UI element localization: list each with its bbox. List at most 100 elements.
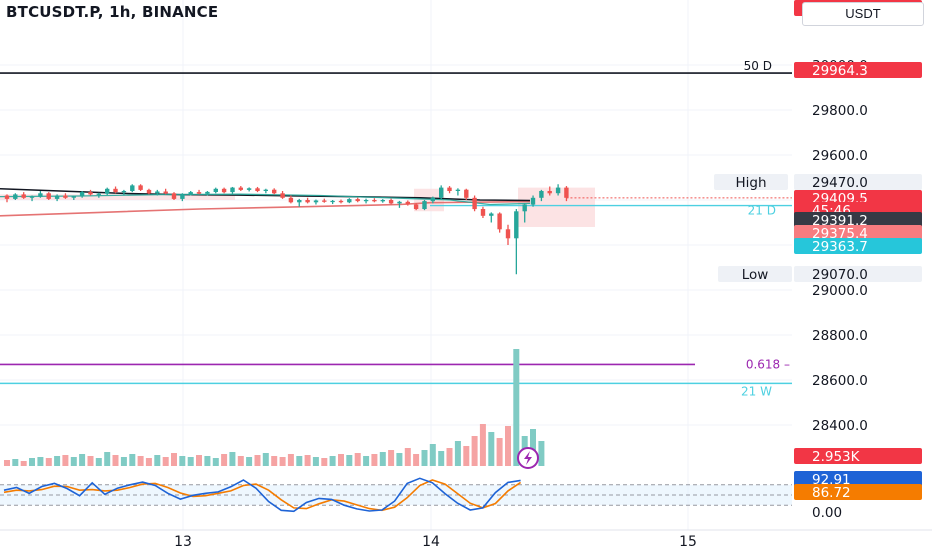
candle-body: [180, 194, 185, 199]
stoch-k-badge-bg: [794, 471, 922, 487]
line-labels: 50 D 0.618 – 21 W 21 D: [741, 59, 790, 398]
currency-button[interactable]: USDT: [802, 2, 924, 26]
zone-left: [0, 194, 235, 200]
candle-body: [547, 191, 552, 194]
candle-body: [205, 191, 210, 194]
candle-body: [505, 229, 511, 239]
time-tick: 15: [679, 534, 697, 550]
candle-body: [213, 188, 218, 192]
volume-bar: [438, 451, 445, 466]
candle-body: [146, 189, 152, 194]
volume-bar: [212, 458, 219, 466]
price-badge-bg: [794, 212, 922, 228]
volume-bars: [4, 349, 545, 466]
volume-bar: [70, 457, 77, 466]
price-tick: 28400.0: [812, 418, 868, 434]
moving-averages: [0, 188, 531, 217]
volume-bar: [104, 452, 111, 466]
stochastic-lines: [3, 477, 522, 513]
candle-body: [313, 200, 319, 203]
candle-body: [397, 201, 402, 204]
volume-bar: [371, 454, 378, 466]
volume-bar: [505, 426, 511, 466]
volume-bar: [396, 453, 403, 466]
candle-body: [338, 200, 344, 203]
volume-bar: [338, 454, 344, 466]
stoch-d-badge-bg: [794, 484, 922, 500]
candle-body: [430, 197, 435, 202]
horizontal-lines: [0, 72, 792, 385]
candle-body: [480, 209, 486, 216]
volume-bar: [321, 458, 328, 466]
volume-bar: [204, 456, 211, 466]
volume-bar: [4, 460, 10, 466]
time-tick: 13: [174, 534, 192, 550]
volume-bar: [262, 453, 269, 466]
volume-bar: [312, 457, 319, 466]
candle-body: [405, 201, 410, 205]
candle-body: [88, 192, 93, 195]
candle-body: [38, 193, 43, 197]
candle-body: [54, 195, 60, 199]
stoch-tick: 0.00: [812, 505, 842, 521]
candle-body: [113, 188, 118, 192]
stochastic-band: [0, 484, 792, 506]
volume-bar: [145, 458, 152, 466]
volume-bar: [37, 457, 44, 466]
candle-body: [439, 187, 444, 198]
candle-body: [514, 211, 519, 239]
candle-body: [230, 187, 235, 193]
volume-bar: [479, 424, 486, 466]
candle-body: [130, 185, 135, 191]
candle-body: [71, 196, 76, 198]
ma-red-trend: [0, 200, 531, 217]
volume-bar: [279, 457, 286, 466]
time-axis[interactable]: 13 14 15: [0, 529, 932, 550]
volume-bar: [137, 456, 144, 466]
candle-body: [221, 188, 227, 193]
candle-body: [255, 188, 260, 191]
price-tick: 29600.0: [812, 148, 868, 164]
price-tick: 29800.0: [812, 103, 868, 119]
volume-bar: [463, 446, 470, 466]
candle-body: [539, 191, 544, 198]
volume-bar: [346, 455, 353, 466]
candle-body: [155, 191, 160, 194]
candle-body: [188, 192, 193, 195]
price-badge: 29363.7: [812, 239, 868, 255]
candle-body: [238, 187, 243, 190]
candle-body: [464, 189, 469, 198]
volume-bar: [221, 454, 228, 466]
label-50d: 50 D: [744, 59, 772, 73]
volume-bar: [246, 457, 253, 466]
volume-bar: [237, 456, 244, 466]
volume-bar: [87, 456, 94, 466]
price-badge-bg: [794, 174, 922, 190]
candle-body: [196, 192, 202, 194]
volume-bar: [271, 456, 278, 466]
symbol-title[interactable]: BTCUSDT.P, 1h, BINANCE: [6, 3, 219, 21]
alert-icon-group[interactable]: [517, 447, 539, 469]
volume-bar: [287, 454, 294, 466]
candle-body: [171, 193, 177, 199]
volume-bar: [79, 454, 86, 466]
candlesticks[interactable]: [4, 184, 569, 275]
volume-bar: [513, 349, 520, 466]
candle-body: [472, 197, 477, 210]
stoch-k-line: [3, 477, 521, 513]
volume-bar: [20, 461, 27, 466]
candle-body: [322, 200, 327, 202]
volume-bar: [54, 456, 61, 466]
volume-bar: [329, 456, 336, 466]
extreme-label-high: High: [735, 175, 766, 191]
volume-bar: [488, 432, 495, 466]
candle-body: [13, 194, 18, 199]
zone-right: [518, 187, 595, 227]
stoch-d-badge: 86.72: [812, 485, 851, 501]
volume-bar: [471, 436, 478, 466]
candle-body: [380, 200, 385, 202]
candle-body: [263, 189, 268, 191]
volume-bar: [429, 444, 436, 466]
volume-bar: [45, 458, 52, 466]
